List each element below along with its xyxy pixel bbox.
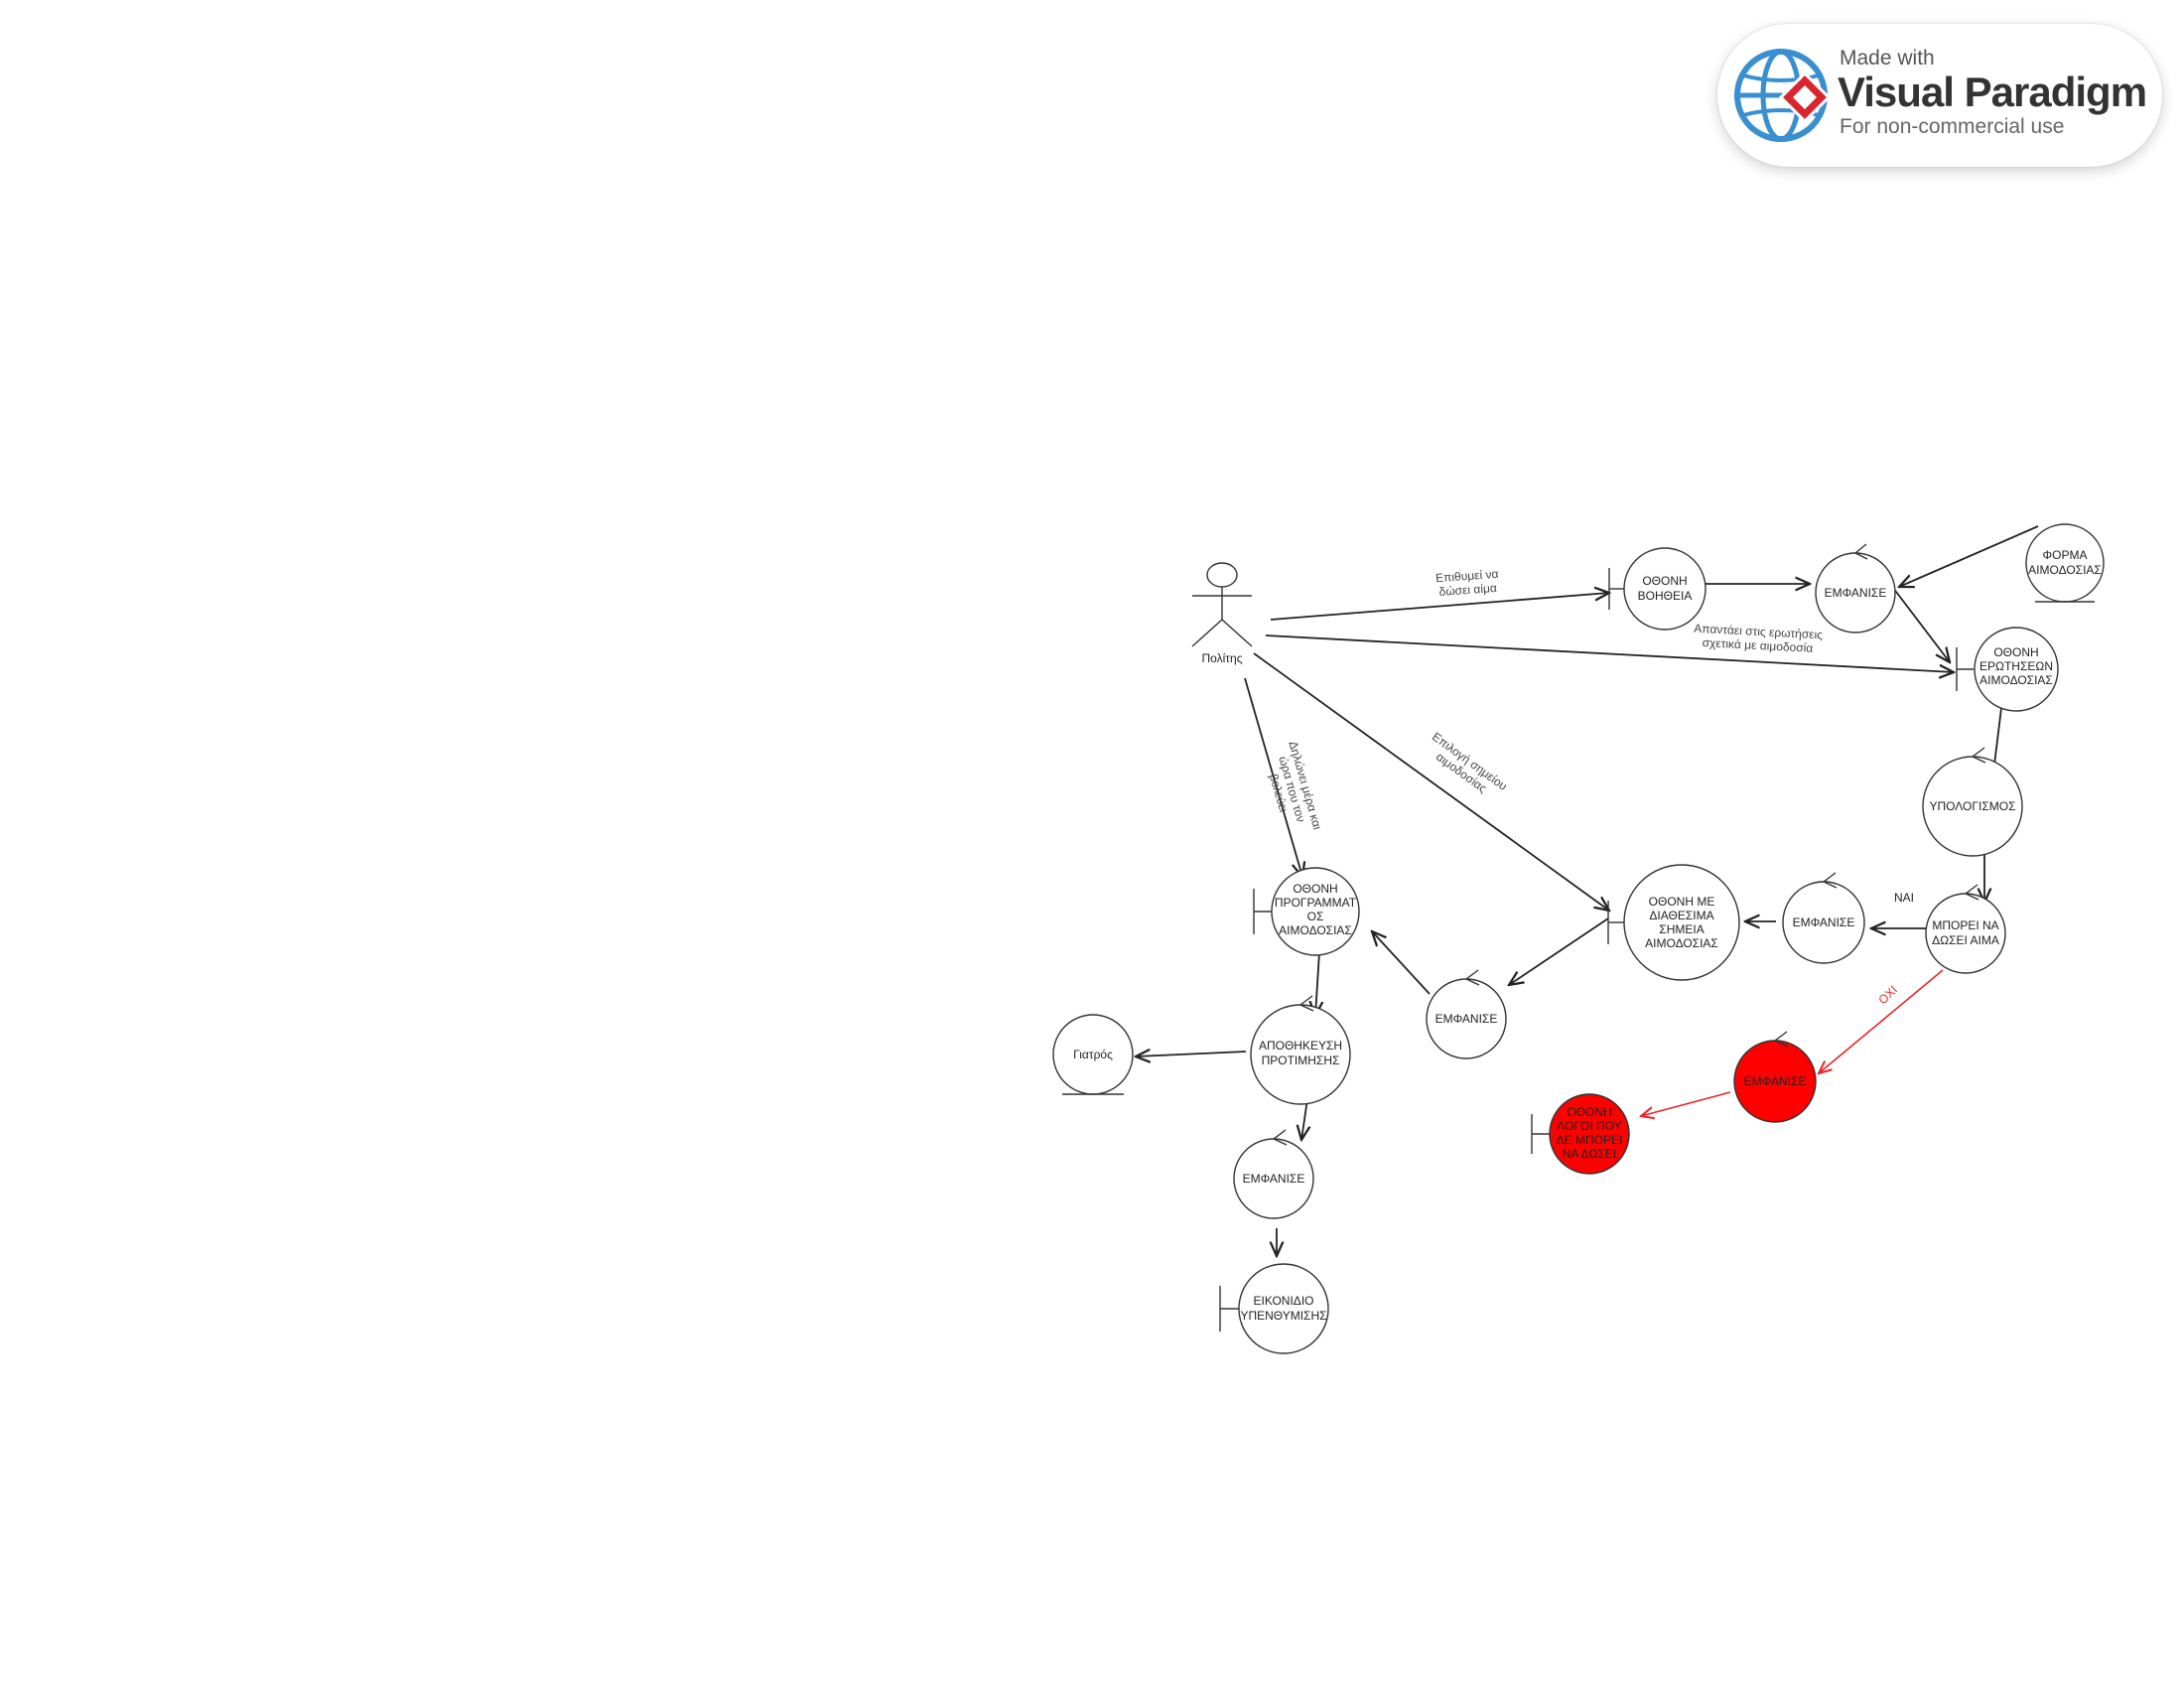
- watermark-made-with: Made with: [1840, 47, 1935, 70]
- svg-text:ΕΜΦΑΝΙΣΕ: ΕΜΦΑΝΙΣΕ: [1435, 1012, 1498, 1026]
- actor-citizen[interactable]: Πολίτης: [1191, 562, 1253, 665]
- control-show-1[interactable]: ΕΜΦΑΝΙΣΕ: [1815, 543, 1896, 633]
- control-save-preference[interactable]: ΑΠΟΘΗΚΕΥΣΗ ΠΡΟΤΙΜΗΣΗΣ: [1250, 995, 1351, 1105]
- svg-text:ΥΠΕΝΘΥΜΙΣΗΣ: ΥΠΕΝΘΥΜΙΣΗΣ: [1240, 1309, 1326, 1323]
- boundary-questions-screen[interactable]: ΟΘΟΝΗ ΕΡΩΤΗΣΕΩΝ ΑΙΜΟΔΟΣΙΑΣ: [1956, 627, 2059, 712]
- svg-text:ΥΠΟΛΟΓΙΣΜΟΣ: ΥΠΟΛΟΓΙΣΜΟΣ: [1930, 799, 2016, 813]
- svg-text:ΕΜΦΑΝΙΣΕ: ΕΜΦΑΝΙΣΕ: [1793, 915, 1855, 929]
- boundary-reasons-screen[interactable]: ΟΘΟΝΗ ΛΟΓΟΙ ΠΟΥ ΔΕ ΜΠΟΡΕΙ ΝΑ ΔΩΣΕΙ: [1531, 1093, 1630, 1175]
- svg-text:ΣΗΜΕΙΑ: ΣΗΜΕΙΑ: [1659, 922, 1704, 936]
- control-show-3[interactable]: ΕΜΦΑΝΙΣΕ: [1426, 969, 1507, 1059]
- svg-text:ΕΙΚΟΝΙΔΙΟ: ΕΙΚΟΝΙΔΙΟ: [1254, 1294, 1314, 1308]
- svg-text:ΑΙΜΟΔΟΣΙΑΣ: ΑΙΜΟΔΟΣΙΑΣ: [1279, 923, 1352, 937]
- svg-text:ΟΘΟΝΗ: ΟΘΟΝΗ: [1567, 1105, 1611, 1119]
- svg-text:ΑΠΟΘΗΚΕΥΣΗ: ΑΠΟΘΗΚΕΥΣΗ: [1259, 1039, 1342, 1053]
- control-show-4[interactable]: ΕΜΦΑΝΙΣΕ: [1233, 1129, 1314, 1219]
- svg-text:ΠΡΟΤΙΜΗΣΗΣ: ΠΡΟΤΙΜΗΣΗΣ: [1262, 1054, 1340, 1067]
- edge-candonate-showred[interactable]: [1819, 969, 1944, 1073]
- svg-text:ΔΕ ΜΠΟΡΕΙ: ΔΕ ΜΠΟΡΕΙ: [1557, 1133, 1623, 1147]
- svg-text:ΟΣ: ΟΣ: [1307, 910, 1324, 923]
- watermark-brand: Visual Paradigm: [1838, 69, 2147, 115]
- svg-text:ΑΙΜΟΔΟΣΙΑΣ: ΑΙΜΟΔΟΣΙΑΣ: [2028, 563, 2102, 577]
- svg-text:σχετικά με αιμοδοσία: σχετικά με αιμοδοσία: [1702, 635, 1813, 655]
- label-choose-point: Επιλογή σημείου αιμοδοσίας: [1430, 730, 1510, 796]
- svg-text:ΒΟΗΘΕΙΑ: ΒΟΗΘΕΙΑ: [1638, 589, 1693, 603]
- boundary-points-screen[interactable]: ΟΘΟΝΗ ΜΕ ΔΙΑΘΕΣΙΜΑ ΣΗΜΕΙΑ ΑΙΜΟΔΟΣΙΑΣ: [1607, 864, 1740, 981]
- control-can-donate[interactable]: ΜΠΟΡΕΙ ΝΑ ΔΩΣΕΙ ΑΙΜΑ: [1925, 884, 2006, 974]
- svg-text:ΟΘΟΝΗ: ΟΘΟΝΗ: [1993, 645, 2038, 659]
- svg-text:ΔΙΑΘΕΣΙΜΑ: ΔΙΑΘΕΣΙΜΑ: [1649, 909, 1713, 922]
- boundary-reminder-icon[interactable]: ΕΙΚΟΝΙΔΙΟ ΥΠΕΝΘΥΜΙΣΗΣ: [1219, 1263, 1329, 1354]
- svg-text:Γιατρός: Γιατρός: [1073, 1048, 1113, 1061]
- actor-label: Πολίτης: [1202, 651, 1243, 665]
- visual-paradigm-logo-icon: [1734, 49, 1832, 142]
- svg-text:ΕΜΦΑΝΙΣΕ: ΕΜΦΑΝΙΣΕ: [1825, 586, 1887, 600]
- svg-text:ΔΩΣΕΙ ΑΙΜΑ: ΔΩΣΕΙ ΑΙΜΑ: [1932, 933, 1999, 947]
- entity-blood-form[interactable]: ΦΟΡΜΑ ΑΙΜΟΔΟΣΙΑΣ: [2025, 523, 2105, 603]
- svg-text:ΟΘΟΝΗ: ΟΘΟΝΗ: [1642, 574, 1687, 588]
- visual-paradigm-watermark: Made with Visual Paradigm For non-commer…: [1717, 24, 2162, 167]
- label-yes: ΝΑΙ: [1894, 891, 1914, 905]
- edge-schedule-save[interactable]: [1315, 951, 1319, 1016]
- svg-text:Απαντάει στις ερωτήσεις: Απαντάει στις ερωτήσεις: [1694, 622, 1824, 642]
- edge-citizen-questions[interactable]: [1265, 634, 1954, 672]
- label-wants-to-donate: Επιθυμεί να δώσει αίμα: [1435, 567, 1499, 599]
- edge-citizen-help[interactable]: [1270, 593, 1609, 621]
- edge-points-show3[interactable]: [1509, 917, 1609, 985]
- control-show-2[interactable]: ΕΜΦΑΝΙΣΕ: [1782, 872, 1865, 964]
- label-answers-questions: Απαντάει στις ερωτήσεις σχετικά με αιμοδ…: [1694, 622, 1824, 655]
- watermark-note: For non-commercial use: [1840, 115, 2065, 138]
- edge-save-doctor[interactable]: [1136, 1052, 1247, 1056]
- control-calculation[interactable]: ΥΠΟΛΟΓΙΣΜΟΣ: [1922, 747, 2023, 857]
- svg-text:ΜΠΟΡΕΙ ΝΑ: ΜΠΟΡΕΙ ΝΑ: [1932, 918, 1998, 932]
- edge-show3-schedule[interactable]: [1372, 931, 1431, 995]
- svg-text:ΦΟΡΜΑ: ΦΟΡΜΑ: [2043, 548, 2088, 562]
- svg-text:ΟΘΟΝΗ: ΟΘΟΝΗ: [1293, 882, 1337, 896]
- svg-text:ΛΟΓΟΙ ΠΟΥ: ΛΟΓΟΙ ΠΟΥ: [1557, 1119, 1621, 1133]
- entity-doctor[interactable]: Γιατρός: [1052, 1014, 1134, 1095]
- actor-head: [1206, 562, 1238, 588]
- svg-text:ΝΑ ΔΩΣΕΙ: ΝΑ ΔΩΣΕΙ: [1563, 1147, 1616, 1161]
- edge-citizen-schedule[interactable]: [1244, 677, 1302, 877]
- control-show-red[interactable]: ΕΜΦΑΝΙΣΕ: [1733, 1031, 1817, 1123]
- svg-text:ΑΙΜΟΔΟΣΙΑΣ: ΑΙΜΟΔΟΣΙΑΣ: [1645, 936, 1718, 950]
- label-no: ΟΧΙ: [1875, 983, 1900, 1007]
- boundary-help-screen[interactable]: ΟΘΟΝΗ ΒΟΗΘΕΙΑ: [1608, 547, 1706, 631]
- svg-text:ΟΘΟΝΗ ΜΕ: ΟΘΟΝΗ ΜΕ: [1649, 895, 1715, 909]
- label-declares-time: Δηλώνει μέρα και ώρα που τον βολεύει: [1267, 740, 1325, 832]
- boundary-schedule-screen[interactable]: ΟΘΟΝΗ ΠΡΟΓΡΑΜΜΑΤ ΟΣ ΑΙΜΟΔΟΣΙΑΣ: [1253, 867, 1360, 956]
- edge-citizen-points[interactable]: [1253, 652, 1609, 911]
- edge-showred-reasons[interactable]: [1641, 1091, 1731, 1116]
- actor-leg-right: [1221, 619, 1253, 647]
- svg-text:ΕΜΦΑΝΙΣΕ: ΕΜΦΑΝΙΣΕ: [1243, 1172, 1305, 1186]
- svg-text:ΠΡΟΓΡΑΜΜΑΤ: ΠΡΟΓΡΑΜΜΑΤ: [1275, 896, 1357, 910]
- svg-text:ΕΡΩΤΗΣΕΩΝ: ΕΡΩΤΗΣΕΩΝ: [1979, 659, 2053, 673]
- svg-text:ΑΙΜΟΔΟΣΙΑΣ: ΑΙΜΟΔΟΣΙΑΣ: [1979, 673, 2053, 687]
- edge-form-show1[interactable]: [1899, 525, 2039, 587]
- svg-text:δώσει αίμα: δώσει αίμα: [1438, 581, 1497, 599]
- svg-text:ΕΜΦΑΝΙΣΕ: ΕΜΦΑΝΙΣΕ: [1744, 1074, 1807, 1088]
- edge-show1-questions[interactable]: [1892, 587, 1950, 662]
- svg-text:Επιθυμεί να: Επιθυμεί να: [1435, 567, 1499, 585]
- actor-leg-left: [1191, 619, 1223, 647]
